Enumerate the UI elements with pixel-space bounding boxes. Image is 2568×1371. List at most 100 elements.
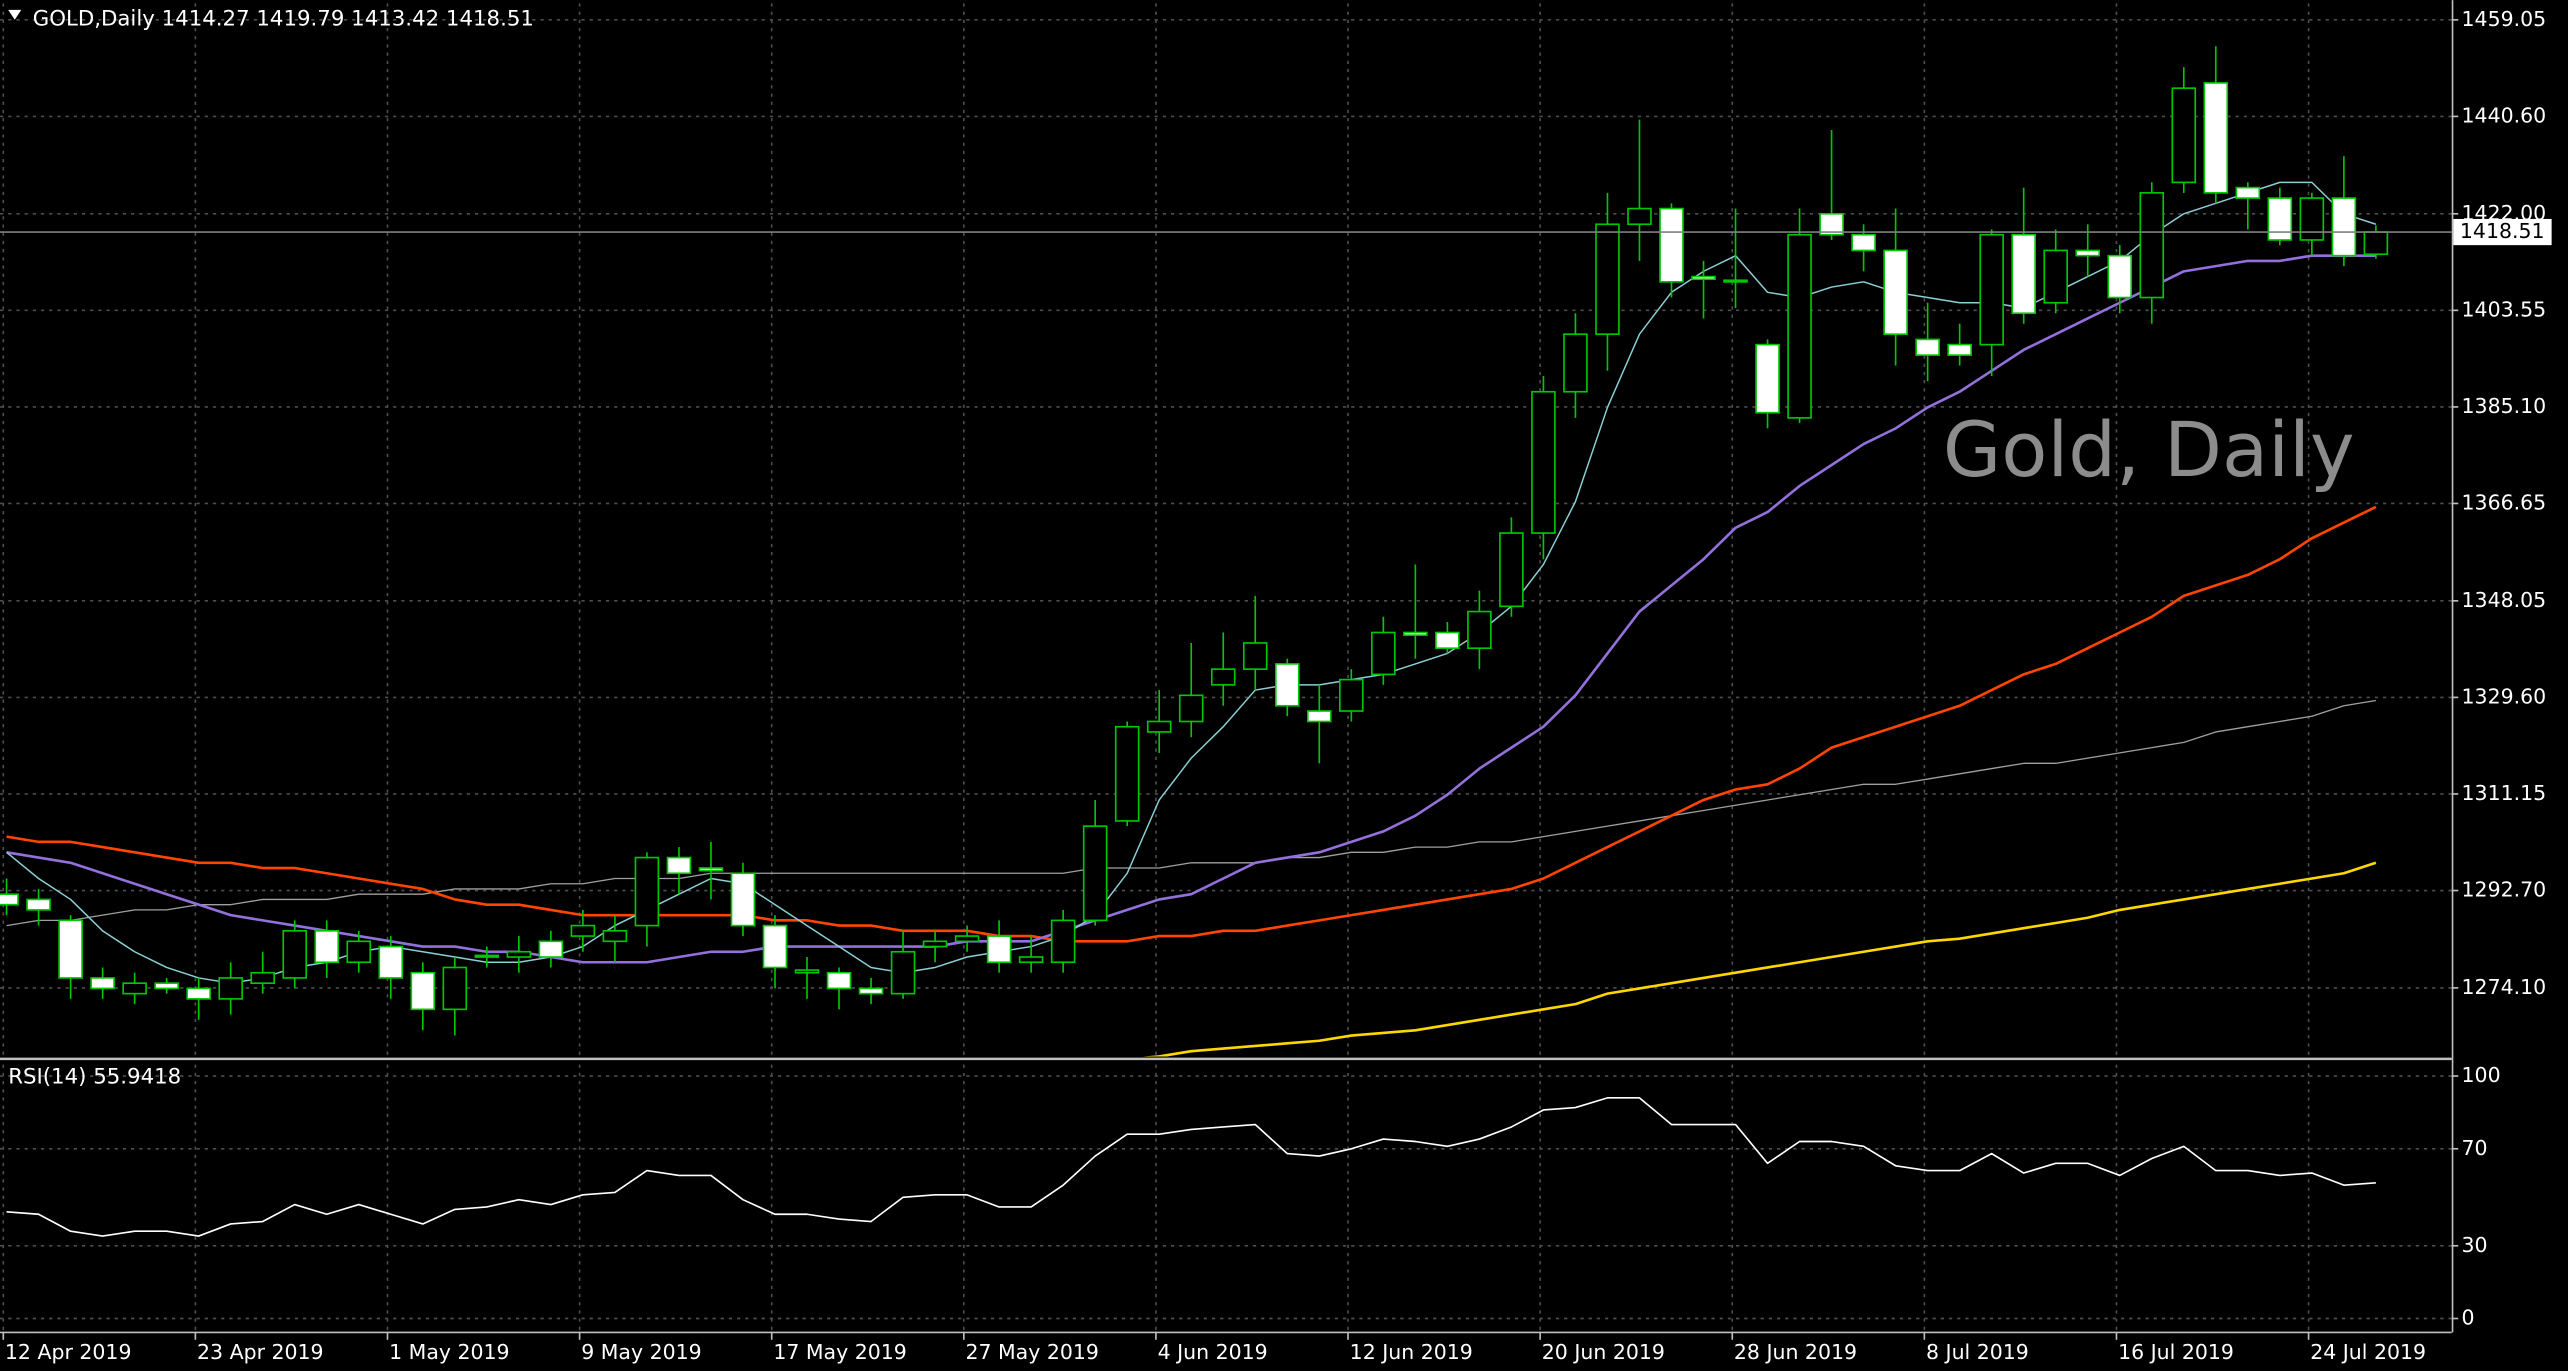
candle-body xyxy=(698,867,724,872)
candle-body xyxy=(474,954,500,958)
y-tick-label: 1329.60 xyxy=(2462,684,2547,708)
candle-body xyxy=(250,971,275,984)
rsi-title: RSI(14) 55.9418 xyxy=(8,1065,181,1090)
candle-body xyxy=(410,971,436,1011)
y-tick-label: 1459.05 xyxy=(2462,7,2547,31)
x-tick-label: 24 Jul 2019 xyxy=(2310,1340,2426,1364)
candle-body xyxy=(2139,192,2165,299)
candle-body xyxy=(1467,610,1492,650)
y-tick-label: 1385.10 xyxy=(2462,394,2547,418)
moving-average xyxy=(6,254,2376,964)
candle-body xyxy=(1531,390,1556,534)
x-tick-label: 12 Jun 2019 xyxy=(1350,1340,1473,1364)
candle-body xyxy=(858,987,884,995)
candle-body xyxy=(90,977,115,990)
x-tick-label: 17 May 2019 xyxy=(773,1340,906,1364)
moving-average xyxy=(6,699,2376,927)
y-tick-label: 30 xyxy=(2462,1233,2488,1257)
candle-body xyxy=(570,924,596,937)
candle-body xyxy=(1563,333,1588,393)
candle-body xyxy=(2267,197,2293,241)
candle-body xyxy=(506,950,532,958)
candle-body xyxy=(922,940,948,948)
y-tick-label: 0 xyxy=(2462,1306,2475,1330)
candle-body xyxy=(730,872,756,927)
candle-body xyxy=(1499,532,1524,608)
candle-body xyxy=(0,893,19,906)
candle-body xyxy=(2299,197,2325,241)
candle-body xyxy=(538,940,564,958)
menu-triangle[interactable] xyxy=(8,9,22,20)
y-tick-label: 1403.55 xyxy=(2462,297,2547,321)
candle-body xyxy=(1659,207,1684,283)
candle-body xyxy=(1114,725,1140,822)
y-tick-label: 70 xyxy=(2462,1136,2488,1160)
candle-body xyxy=(1851,233,1876,252)
candle-body xyxy=(1274,663,1300,707)
candle-body xyxy=(1403,631,1428,636)
candle-body xyxy=(2331,197,2357,257)
candle-body xyxy=(986,935,1012,964)
x-tick-label: 20 Jun 2019 xyxy=(1542,1340,1665,1364)
candle-body xyxy=(826,971,852,990)
chart-title: GOLD,Daily 1414.27 1419.79 1413.42 1418.… xyxy=(33,7,534,32)
y-tick-label: 1311.15 xyxy=(2462,781,2547,805)
candle-body xyxy=(1819,212,1844,236)
rsi-line xyxy=(6,1097,2376,1237)
candle-body xyxy=(122,982,147,995)
candle-body xyxy=(1371,631,1396,676)
candle-body xyxy=(666,856,692,875)
candle-body xyxy=(2043,249,2068,304)
price-label-box xyxy=(2453,218,2552,246)
x-tick-label: 16 Jul 2019 xyxy=(2118,1340,2234,1364)
y-tick-label: 1440.60 xyxy=(2462,103,2547,127)
candle-body xyxy=(1339,678,1364,712)
candle-body xyxy=(1787,233,1812,419)
candle-body xyxy=(1755,343,1780,414)
moving-average xyxy=(1143,861,2377,1057)
price-label: 1418.51 xyxy=(2460,219,2545,243)
candle-body xyxy=(1178,694,1204,723)
y-tick-label: 1292.70 xyxy=(2462,878,2547,902)
y-tick-label: 1366.65 xyxy=(2462,490,2547,514)
y-tick-label: 1274.10 xyxy=(2462,975,2547,999)
x-tick-label: 8 Jul 2019 xyxy=(1926,1340,2029,1364)
candle-body xyxy=(762,924,788,969)
candle-body xyxy=(890,950,916,995)
candle-body xyxy=(2363,231,2389,256)
moving-average xyxy=(6,505,2377,943)
candle-body xyxy=(442,966,468,1011)
price-pane xyxy=(0,46,2452,1057)
x-tick-label: 1 May 2019 xyxy=(389,1340,509,1364)
candle-body xyxy=(1435,631,1460,650)
candle-body xyxy=(1050,919,1076,964)
candle-body xyxy=(1691,275,1716,281)
candle-body xyxy=(186,987,211,1000)
candle-body xyxy=(1210,668,1236,686)
candle-body xyxy=(2235,186,2261,199)
candle-body xyxy=(1627,207,1652,226)
rsi-pane xyxy=(6,1097,2376,1237)
candle-body xyxy=(1979,233,2004,346)
candle-body xyxy=(602,930,628,943)
x-tick-label: 27 May 2019 xyxy=(965,1340,1098,1364)
candle-body xyxy=(154,982,179,990)
candle-body xyxy=(2075,249,2101,257)
x-tick-label: 23 Apr 2019 xyxy=(197,1340,324,1364)
candle-body xyxy=(794,969,820,974)
candle-body xyxy=(282,930,307,979)
candle-body xyxy=(1018,956,1044,964)
candle-body xyxy=(2171,87,2197,184)
candle-body xyxy=(2107,254,2133,299)
candle-body xyxy=(1082,825,1108,922)
x-tick-label: 9 May 2019 xyxy=(581,1340,701,1364)
candle-body xyxy=(1883,249,1908,335)
y-tick-label: 1348.05 xyxy=(2462,588,2547,612)
x-tick-label: 28 Jun 2019 xyxy=(1734,1340,1857,1364)
candle-body xyxy=(1947,343,1972,356)
candle-body xyxy=(378,945,404,979)
candle-body xyxy=(26,898,51,911)
candle-body xyxy=(1242,642,1268,670)
watermark: Gold, Daily xyxy=(1943,406,2355,494)
